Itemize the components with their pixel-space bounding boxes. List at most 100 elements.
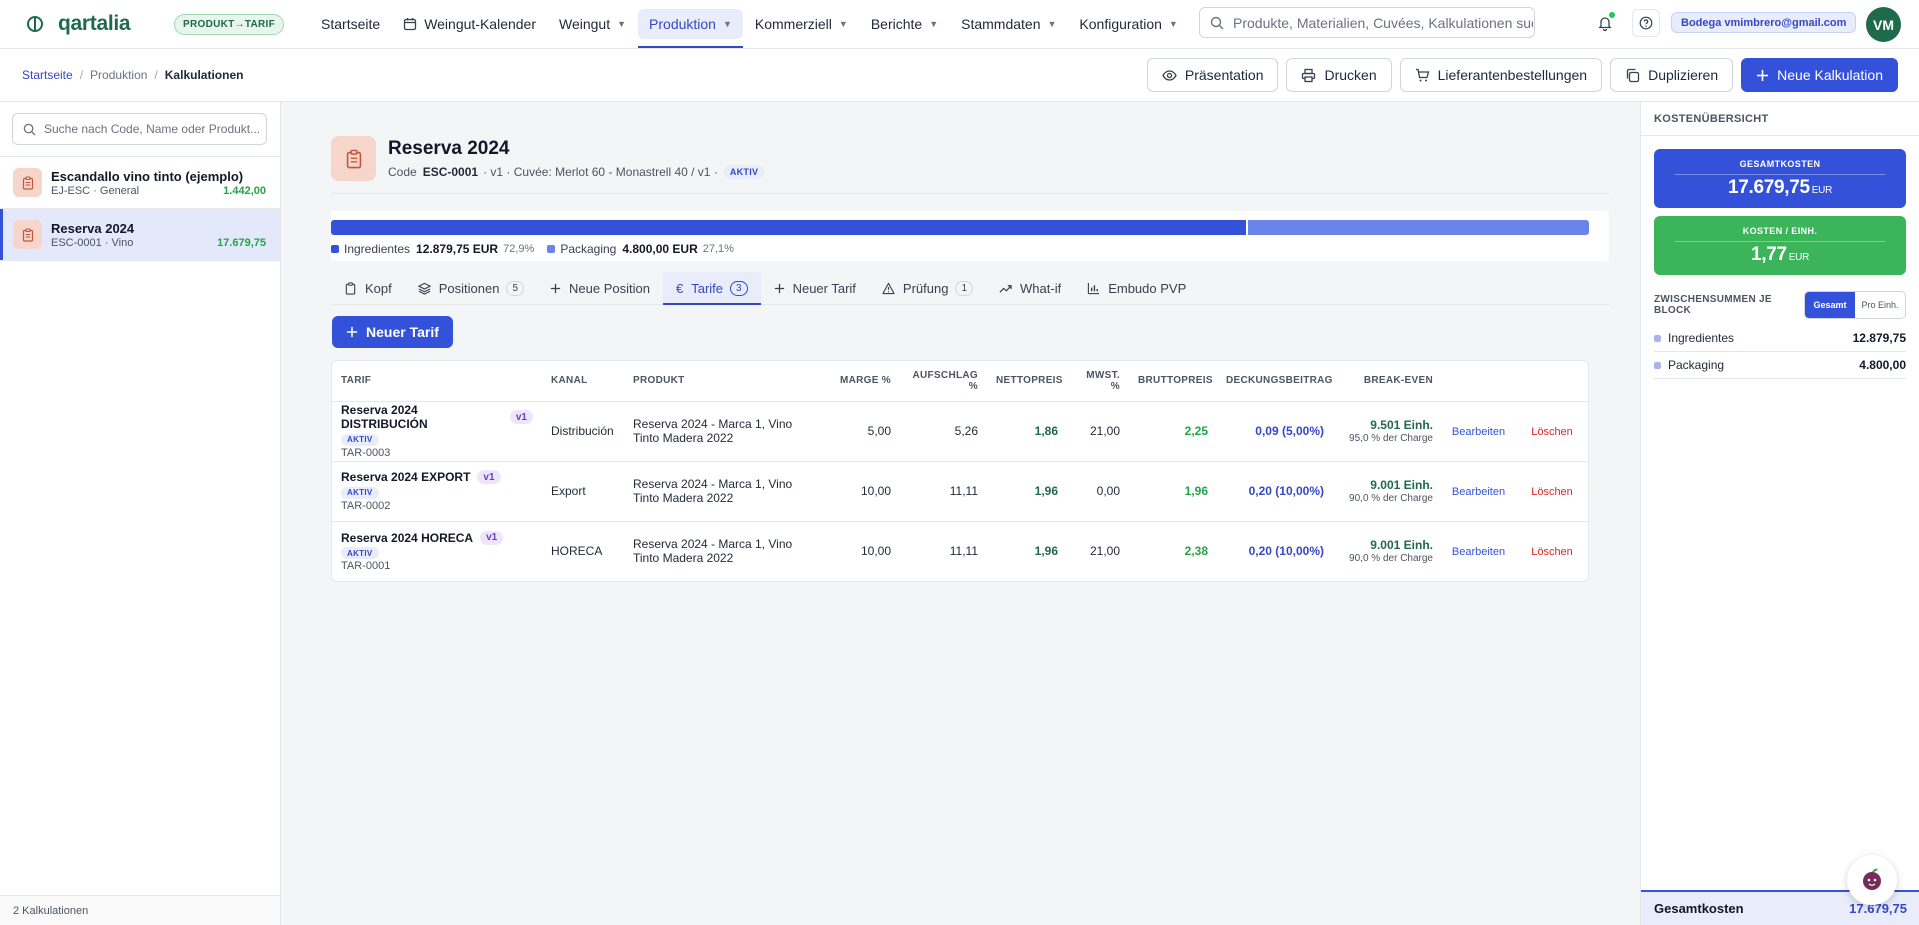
breadcrumb-home[interactable]: Startseite bbox=[22, 68, 73, 82]
search-icon bbox=[23, 123, 36, 136]
sidebar-search-input[interactable] bbox=[44, 122, 262, 136]
tab-tarife[interactable]: € Tarife 3 bbox=[662, 272, 761, 305]
copy-icon bbox=[1626, 68, 1640, 82]
list-item[interactable]: Escandallo vino tinto (ejemplo) EJ-ESC ·… bbox=[0, 157, 280, 209]
assistant-button[interactable] bbox=[1847, 855, 1897, 905]
nav-weingut-kalender[interactable]: Weingut-Kalender bbox=[392, 9, 547, 39]
nav-produktion[interactable]: Produktion ▼ bbox=[638, 9, 743, 48]
cell-marge: 5,00 bbox=[830, 401, 900, 462]
nav-konfiguration[interactable]: Konfiguration ▼ bbox=[1068, 9, 1188, 39]
subtotal-label: Packaging bbox=[1668, 358, 1725, 372]
toggle-per-unit[interactable]: Pro Einh. bbox=[1861, 300, 1899, 310]
nav-stammdaten[interactable]: Stammdaten ▼ bbox=[950, 9, 1067, 39]
edit-link[interactable]: Bearbeiten bbox=[1451, 426, 1506, 438]
version-badge: v1 bbox=[509, 410, 533, 425]
cost-bar-packaging bbox=[1248, 220, 1589, 235]
global-search[interactable] bbox=[1199, 7, 1535, 38]
breadcrumb-separator: / bbox=[79, 68, 84, 82]
app-name: qartalia bbox=[58, 12, 131, 35]
legend-swatch bbox=[547, 245, 556, 253]
delete-link[interactable]: Löschen bbox=[1531, 426, 1573, 438]
cell-aufschlag: 11,11 bbox=[900, 461, 987, 522]
subtotal-label: Ingredientes bbox=[1668, 331, 1735, 345]
tab-label: Tarife bbox=[691, 280, 724, 296]
tarif-code: TAR-0001 bbox=[341, 560, 391, 572]
total-footer-label: Gesamtkosten bbox=[1654, 901, 1744, 916]
breadcrumb-section[interactable]: Produktion bbox=[90, 68, 148, 82]
new-tarif-button[interactable]: Neuer Tarif bbox=[332, 316, 453, 348]
nav-label: Stammdaten bbox=[961, 16, 1041, 32]
tarif-name: Reserva 2024 DISTRIBUCIÓN bbox=[341, 403, 428, 432]
notifications-button[interactable] bbox=[1594, 12, 1616, 34]
toggle-total[interactable]: Gesamt bbox=[1805, 292, 1855, 318]
cell-db: 0,20 (10,00%) bbox=[1217, 461, 1333, 522]
nav-startseite[interactable]: Startseite bbox=[310, 9, 391, 39]
delete-link[interactable]: Löschen bbox=[1531, 486, 1573, 498]
euro-icon: € bbox=[675, 280, 684, 296]
avatar[interactable]: VM bbox=[1866, 7, 1901, 42]
calculation-code: ESC-0001 bbox=[422, 165, 479, 179]
tab-label: Embudo PVP bbox=[1108, 280, 1187, 296]
cell-aufschlag: 5,26 bbox=[900, 401, 987, 462]
code-label: Code bbox=[388, 165, 417, 179]
button-label: Präsentation bbox=[1184, 67, 1264, 83]
calculation-meta: · v1 · Cuvée: Merlot 60 - Monastrell 40 … bbox=[483, 165, 718, 179]
edit-link[interactable]: Bearbeiten bbox=[1451, 486, 1506, 498]
tab-positionen[interactable]: Positionen 5 bbox=[405, 272, 537, 304]
nav-berichte[interactable]: Berichte ▼ bbox=[860, 9, 949, 39]
tab-embudo-pvp[interactable]: Embudo PVP bbox=[1074, 272, 1199, 304]
divider bbox=[331, 193, 1609, 194]
table-row: Reserva 2024 EXPORT v1 AKTIV TAR-0002 Exp… bbox=[332, 461, 1589, 522]
cell-netto: 1,86 bbox=[987, 401, 1067, 462]
presentation-button[interactable]: Präsentation bbox=[1146, 58, 1279, 92]
eye-icon bbox=[1162, 69, 1177, 81]
help-button[interactable] bbox=[1632, 9, 1660, 37]
nav-kommerziell[interactable]: Kommerziell ▼ bbox=[744, 9, 859, 39]
tab-neuer-tarif[interactable]: Neuer Tarif bbox=[761, 272, 869, 304]
chevron-down-icon: ▼ bbox=[838, 19, 848, 29]
user-chip[interactable]: Bodega vmimbrero@gmail.com bbox=[1671, 12, 1857, 33]
grape-mascot-icon bbox=[1863, 868, 1881, 890]
legend-packaging-label: Packaging bbox=[560, 242, 617, 256]
col-marge: MARGE % bbox=[830, 361, 900, 402]
tab-what-if[interactable]: What-if bbox=[986, 272, 1074, 304]
cell-break-even: 9.501 Einh. bbox=[1370, 418, 1433, 432]
nav-weingut[interactable]: Weingut ▼ bbox=[548, 9, 637, 39]
cell-brutto: 2,25 bbox=[1129, 401, 1217, 462]
nav-label: Weingut-Kalender bbox=[424, 16, 536, 32]
calculation-header: Reserva 2024 Code ESC-0001 · v1 · Cuvée:… bbox=[331, 136, 765, 181]
supplier-orders-button[interactable]: Lieferantenbestellungen bbox=[1399, 58, 1603, 92]
delete-link[interactable]: Löschen bbox=[1531, 546, 1573, 559]
tab-pruefung[interactable]: Prüfung 1 bbox=[869, 272, 986, 304]
print-button[interactable]: Drucken bbox=[1286, 58, 1392, 92]
cell-netto: 1,96 bbox=[987, 461, 1067, 522]
button-label: Drucken bbox=[1324, 67, 1377, 83]
duplicate-button[interactable]: Duplizieren bbox=[1610, 58, 1734, 92]
chevron-down-icon: ▼ bbox=[1168, 19, 1178, 29]
clipboard-icon bbox=[13, 220, 42, 249]
layers-icon bbox=[417, 282, 431, 295]
subtotal-mode-toggle: Gesamt Pro Einh. bbox=[1804, 291, 1906, 319]
calculation-sidebar: Escandallo vino tinto (ejemplo) EJ-ESC ·… bbox=[0, 102, 281, 925]
tarif-table: TARIF KANAL PRODUKT MARGE % AUFSCHLAG % … bbox=[331, 360, 1589, 582]
list-item[interactable]: Reserva 2024 ESC-0001 · Vino 17.679,75 bbox=[0, 209, 280, 261]
tab-label: Positionen bbox=[438, 280, 500, 296]
tab-count: 3 bbox=[730, 280, 748, 296]
clipboard-icon bbox=[345, 281, 356, 295]
help-icon bbox=[1639, 16, 1653, 30]
table-row: Reserva 2024 HORECA v1 AKTIV TAR-0001 HOR… bbox=[332, 521, 1589, 581]
new-calculation-button[interactable]: Neue Kalkulation bbox=[1741, 58, 1898, 92]
app-logo[interactable]: qartalia bbox=[26, 12, 156, 36]
tarif-code: TAR-0002 bbox=[341, 499, 391, 512]
button-label: Lieferantenbestellungen bbox=[1437, 67, 1588, 83]
plus-icon bbox=[550, 283, 561, 293]
breadcrumb-separator: / bbox=[154, 68, 158, 82]
nav-label: Startseite bbox=[321, 16, 381, 32]
tab-kopf[interactable]: Kopf bbox=[331, 272, 405, 304]
cost-legend: Ingredientes 12.879,75 EUR 72,9% Packagi… bbox=[331, 242, 747, 256]
global-search-input[interactable] bbox=[1233, 14, 1533, 31]
edit-link[interactable]: Bearbeiten bbox=[1451, 546, 1506, 559]
tab-neue-position[interactable]: Neue Position bbox=[537, 272, 663, 304]
sidebar-search[interactable] bbox=[12, 113, 267, 145]
top-navigation: qartalia PRODUKT→TARIF Startseite Weingu… bbox=[0, 0, 1919, 49]
